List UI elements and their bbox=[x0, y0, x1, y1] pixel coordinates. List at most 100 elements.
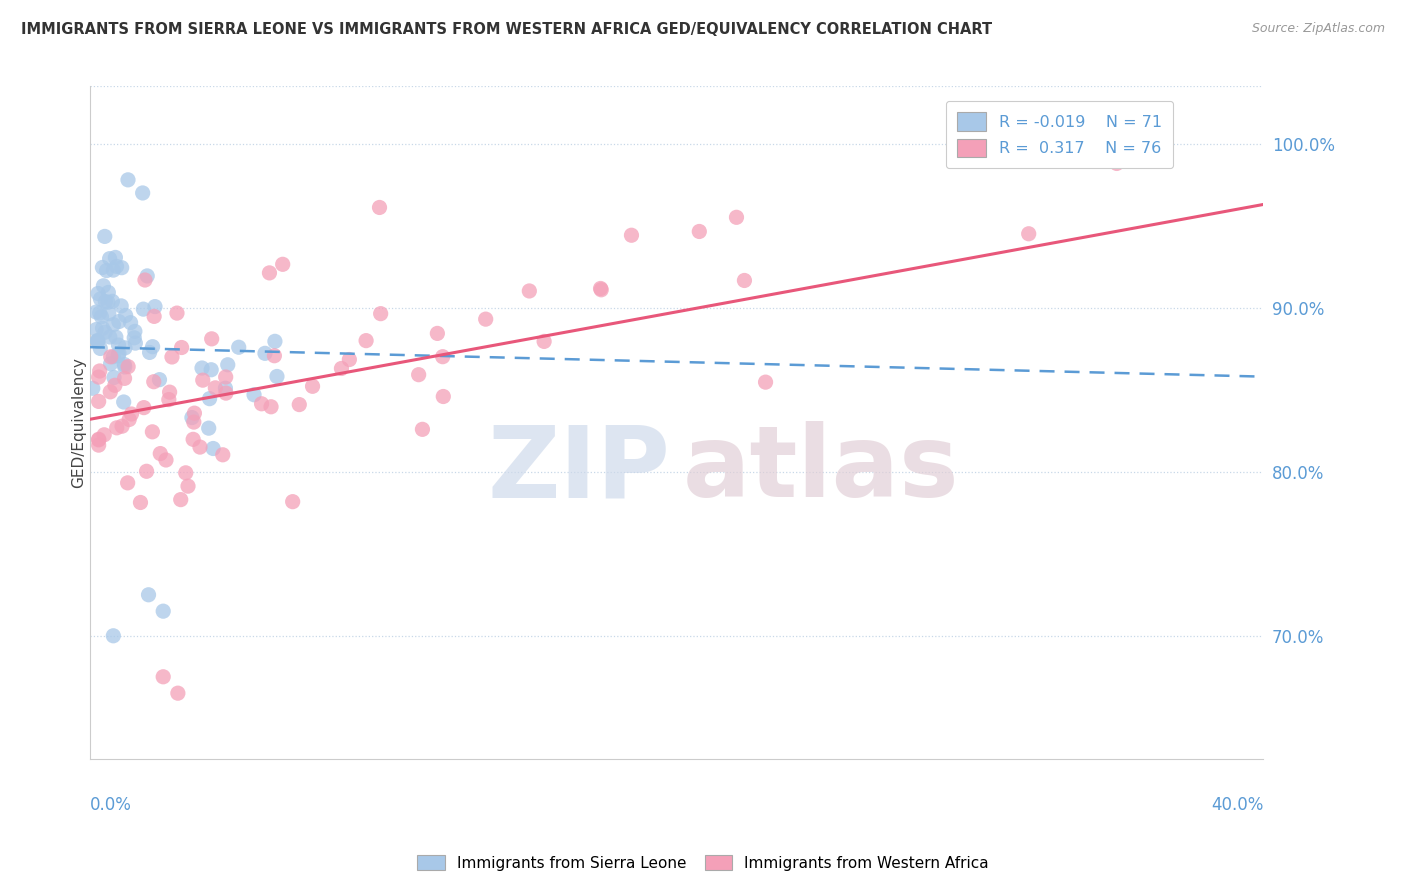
Legend: R = -0.019    N = 71, R =  0.317    N = 76: R = -0.019 N = 71, R = 0.317 N = 76 bbox=[946, 101, 1173, 169]
Point bbox=[87, 438, 110, 452]
Point bbox=[90, 310, 112, 324]
Point bbox=[266, 369, 288, 384]
Point bbox=[177, 479, 200, 493]
Point bbox=[250, 397, 273, 411]
Point bbox=[98, 330, 121, 344]
Point bbox=[260, 400, 283, 414]
Point bbox=[111, 419, 134, 434]
Point bbox=[84, 322, 107, 336]
Point bbox=[103, 318, 125, 332]
Point bbox=[82, 381, 104, 395]
Point bbox=[96, 263, 118, 277]
Point bbox=[204, 381, 226, 395]
Point bbox=[100, 357, 122, 371]
Point bbox=[107, 349, 129, 363]
Point bbox=[271, 257, 294, 271]
Text: Source: ZipAtlas.com: Source: ZipAtlas.com bbox=[1251, 22, 1385, 36]
Point bbox=[152, 604, 174, 618]
Point bbox=[191, 361, 214, 376]
Point bbox=[132, 401, 155, 415]
Point bbox=[288, 398, 311, 412]
Point bbox=[170, 341, 193, 355]
Point bbox=[87, 286, 110, 301]
Point bbox=[94, 229, 117, 244]
Point bbox=[215, 386, 238, 401]
Point bbox=[354, 334, 377, 348]
Point bbox=[124, 325, 146, 339]
Point bbox=[142, 375, 165, 389]
Point bbox=[104, 251, 127, 265]
Point bbox=[87, 334, 110, 348]
Point bbox=[93, 278, 115, 293]
Point bbox=[134, 273, 156, 287]
Point bbox=[337, 352, 360, 367]
Point bbox=[243, 388, 266, 402]
Point bbox=[215, 370, 238, 384]
Point bbox=[148, 373, 170, 387]
Point bbox=[170, 492, 193, 507]
Point bbox=[122, 331, 145, 345]
Point bbox=[330, 361, 353, 376]
Point bbox=[103, 629, 125, 643]
Point bbox=[107, 338, 129, 352]
Point bbox=[114, 341, 136, 355]
Point bbox=[183, 415, 205, 429]
Point bbox=[131, 186, 153, 200]
Point bbox=[688, 225, 710, 239]
Point bbox=[301, 379, 323, 393]
Point bbox=[166, 306, 188, 320]
Point bbox=[94, 325, 117, 339]
Point bbox=[121, 407, 143, 421]
Point bbox=[94, 294, 117, 309]
Point bbox=[217, 358, 239, 372]
Point bbox=[91, 321, 114, 335]
Point bbox=[89, 306, 111, 320]
Point bbox=[533, 334, 555, 349]
Point bbox=[591, 283, 613, 297]
Point bbox=[110, 299, 132, 313]
Point bbox=[97, 285, 120, 300]
Point bbox=[87, 394, 110, 409]
Point bbox=[152, 670, 174, 684]
Y-axis label: GED/Equivalency: GED/Equivalency bbox=[72, 357, 86, 488]
Point bbox=[112, 358, 135, 372]
Text: 0.0%: 0.0% bbox=[90, 796, 132, 814]
Point bbox=[111, 260, 134, 275]
Point bbox=[118, 412, 141, 426]
Point bbox=[91, 260, 114, 275]
Text: atlas: atlas bbox=[682, 421, 959, 518]
Point bbox=[87, 334, 110, 349]
Point bbox=[135, 464, 157, 478]
Point bbox=[200, 363, 222, 377]
Point bbox=[733, 273, 755, 287]
Point bbox=[87, 433, 110, 447]
Point bbox=[432, 390, 454, 404]
Point bbox=[98, 252, 121, 266]
Point bbox=[98, 384, 121, 399]
Point bbox=[143, 310, 166, 324]
Point bbox=[104, 330, 127, 344]
Point bbox=[114, 309, 136, 323]
Point bbox=[93, 427, 115, 442]
Point bbox=[149, 446, 172, 460]
Point bbox=[181, 433, 204, 447]
Point bbox=[160, 350, 183, 364]
Point bbox=[589, 281, 612, 295]
Point bbox=[259, 266, 281, 280]
Point bbox=[517, 284, 540, 298]
Point bbox=[138, 588, 160, 602]
Point bbox=[114, 371, 136, 385]
Point bbox=[136, 268, 159, 283]
Point bbox=[157, 392, 180, 407]
Legend: Immigrants from Sierra Leone, Immigrants from Western Africa: Immigrants from Sierra Leone, Immigrants… bbox=[408, 846, 998, 880]
Point bbox=[281, 494, 304, 508]
Point bbox=[188, 440, 211, 454]
Point bbox=[211, 448, 233, 462]
Point bbox=[155, 453, 177, 467]
Point bbox=[191, 373, 214, 387]
Point bbox=[89, 292, 111, 306]
Point bbox=[100, 350, 122, 364]
Point bbox=[103, 370, 125, 384]
Point bbox=[87, 432, 110, 446]
Point bbox=[124, 336, 146, 351]
